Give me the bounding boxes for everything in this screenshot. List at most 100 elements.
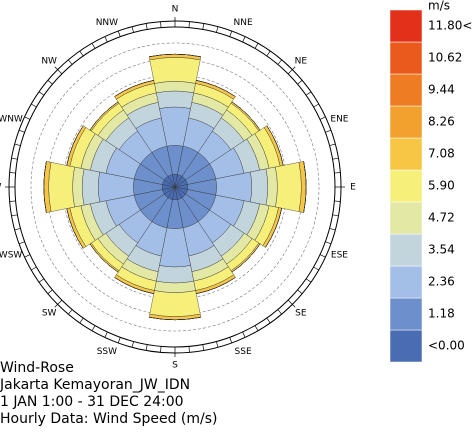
compass-tick [319,116,326,120]
compass-tick [54,299,63,308]
direction-label: N [172,5,179,15]
compass-tick [91,325,96,331]
chart-title: Wind-Rose [0,360,74,376]
compass-tick [229,30,233,37]
direction-label: E [350,183,356,193]
legend-swatch [389,73,423,107]
period: 1 JAN 1:00 - 31 DEC 24:00 [0,394,184,410]
compass-tick [79,317,84,324]
ring [30,42,320,332]
compass-tick [266,317,271,324]
legend-label: 7.08 [428,147,455,161]
legend-swatch [389,201,423,235]
rose-segment [265,166,278,208]
compass-tick [24,116,31,120]
compass-tick [216,341,219,348]
rose-segment [154,280,196,293]
legend-label: 4.72 [428,211,455,225]
compass-tick [287,66,296,75]
compass-tick [31,103,37,108]
direction-label: W [0,183,2,193]
description: Hourly Data: Wind Speed (m/s) [0,411,218,427]
compass-tick [14,228,21,231]
legend-swatch [389,169,423,203]
rose-segment [114,277,154,294]
rose-segment [149,57,201,84]
compass-tick [131,341,134,348]
rose-segment [154,81,196,94]
compass-tick [160,346,162,353]
compass-tick [18,241,25,245]
legend-label: 8.26 [428,115,455,129]
direction-label: S [172,361,178,371]
compass-tick [188,346,190,353]
compass-tick [242,331,246,338]
compass-tick [145,23,148,30]
compass-tick [68,59,73,65]
legend-label: <0.00 [428,339,465,353]
rose-segment [275,162,302,212]
compass-tick [329,228,336,231]
compass-tick [334,172,341,174]
legend-label: 2.36 [428,275,455,289]
legend-swatch [389,105,423,139]
compass-tick [68,309,73,315]
direction-label: NNE [234,18,253,28]
compass-tick [104,36,108,43]
rose-segment [149,290,201,317]
compass-tick [18,129,25,133]
rose-segment [82,168,100,206]
direction-label: SSW [97,347,117,357]
direction-label: WSW [0,251,22,261]
compass-tick [11,214,18,217]
compass-tick [329,143,336,146]
direction-label: NNW [96,18,118,28]
compass-tick [145,344,148,351]
rose-segment [72,166,85,208]
compass-tick [9,200,16,202]
direction-label: SSE [235,347,252,357]
compass-tick [11,157,18,160]
compass-tick [305,278,312,283]
compass-tick [47,289,53,294]
compass-tick [9,172,16,174]
compass-tick [131,26,134,33]
compass-tick [38,91,45,96]
compass-tick [79,50,84,57]
legend-swatch [389,233,423,267]
compass-tick [24,254,31,258]
compass-tick [334,200,341,202]
compass-tick [242,36,246,43]
compass-tick [313,266,319,271]
compass-tick [91,43,96,49]
compass-tick [287,299,296,308]
compass-tick [117,337,121,344]
compass-tick [297,80,303,85]
compass-tick [160,21,162,28]
compass-tick [229,337,233,344]
direction-label: WNW [0,114,23,124]
legend-swatch [389,297,423,331]
rose-segment [250,168,268,206]
legend-label: 10.62 [428,51,462,65]
legend-swatch [389,9,423,43]
legend-swatch [389,329,423,363]
rose-segment [156,90,194,109]
rose-segment [114,80,154,97]
compass-tick [332,214,339,217]
rose-segment [196,80,236,97]
compass-tick [332,157,339,160]
legend-title: m/s [428,0,450,13]
compass-tick [313,103,319,108]
rose-segment [48,162,75,212]
direction-label: SW [42,308,57,318]
compass-tick [54,66,63,75]
compass-tick [202,23,205,30]
compass-tick [325,241,332,245]
compass-tick [325,129,332,133]
compass-tick [117,30,121,37]
compass-tick [38,278,45,283]
direction-label: NW [41,57,57,67]
legend-label: 1.18 [428,307,455,321]
